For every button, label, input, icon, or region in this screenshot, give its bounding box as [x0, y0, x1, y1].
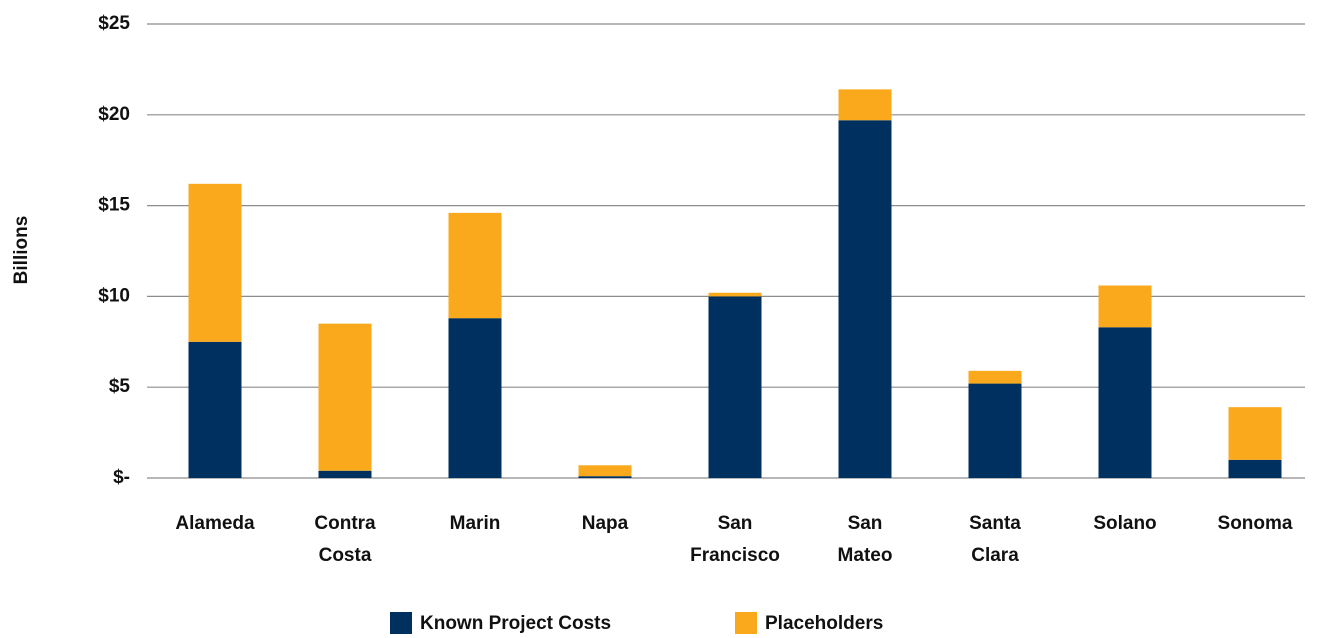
bar-segment	[1098, 327, 1152, 478]
legend-label: Known Project Costs	[420, 613, 611, 634]
bar-segment	[968, 370, 1022, 384]
y-tick-label: $25	[98, 13, 130, 34]
y-tick-label: $5	[109, 376, 131, 397]
x-tick-label: Marin	[449, 513, 501, 534]
x-tick-label: Alameda	[175, 513, 255, 534]
bar-segment	[318, 470, 372, 478]
bar-segment	[318, 323, 372, 471]
bar-segment	[838, 120, 892, 479]
x-tick-label: San Francisco	[690, 513, 780, 566]
legend-swatch	[390, 612, 412, 634]
bar-segment	[708, 292, 762, 297]
legend-label: Placeholders	[765, 613, 883, 634]
bar-segment	[578, 465, 632, 477]
bar-segment	[448, 212, 502, 319]
bar-segment	[188, 341, 242, 478]
x-tick-label: Solano	[1093, 513, 1157, 534]
bar-segment	[448, 318, 502, 478]
bar-segment	[968, 383, 1022, 478]
bar-segment	[1098, 285, 1152, 328]
x-tick-label: San Mateo	[837, 513, 893, 566]
y-axis-label: Billions	[11, 216, 32, 285]
y-tick-label: $15	[98, 195, 130, 216]
x-tick-label: Sonoma	[1217, 513, 1293, 534]
y-tick-label: $20	[98, 104, 130, 125]
bar-segment	[1228, 407, 1282, 460]
bar-segment	[708, 296, 762, 478]
y-tick-label: $-	[113, 467, 130, 488]
bar-segment	[838, 89, 892, 121]
x-tick-label: Santa Clara	[969, 513, 1021, 566]
bar-segment	[578, 476, 632, 478]
bar-segment	[1228, 459, 1282, 478]
x-tick-label: Contra Costa	[314, 513, 376, 566]
legend-swatch	[735, 612, 757, 634]
bar-segment	[188, 183, 242, 342]
x-tick-label: Napa	[581, 513, 629, 534]
y-tick-label: $10	[98, 285, 130, 306]
